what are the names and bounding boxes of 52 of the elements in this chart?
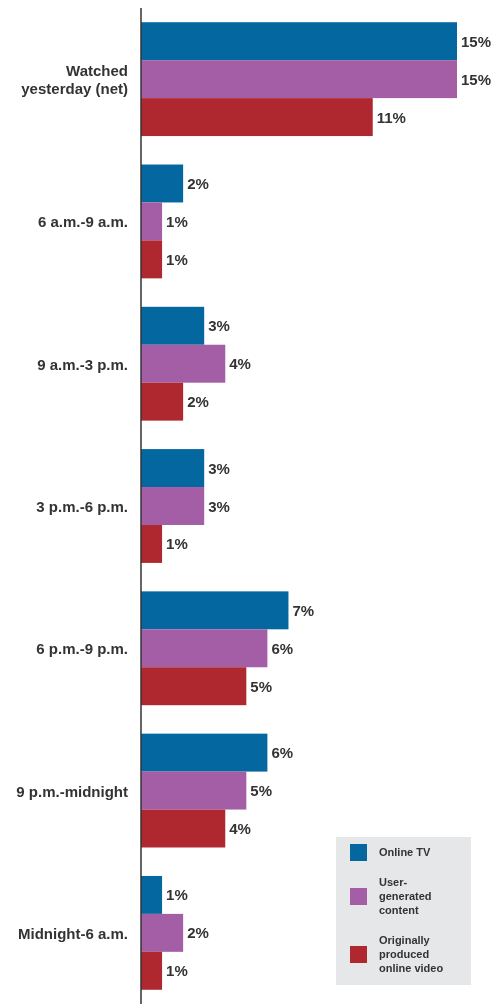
y-tick-label: Midnight-6 a.m. [18,924,128,942]
data-label: 4% [229,355,251,373]
data-label: 1% [166,886,188,904]
data-label: 5% [250,677,273,695]
data-label: 15% [461,32,492,50]
y-tick-label: 6 p.m.-9 p.m. [36,639,128,657]
data-label: 1% [166,535,188,553]
bar [141,344,226,383]
bar [141,60,457,99]
data-label: 2% [187,393,209,411]
y-tick-label: Watched yesterday (net) [21,61,128,97]
data-label: 2% [187,924,209,942]
bar [141,449,205,488]
y-tick-label: 9 a.m.-3 p.m. [37,355,128,373]
data-label: 3% [208,497,230,515]
y-tick-label: 6 a.m.-9 a.m. [37,212,128,230]
bar [141,202,163,241]
bar [141,98,373,137]
data-label: 1% [166,212,188,230]
data-label: 1% [166,250,188,268]
bar [141,951,163,990]
bar [141,164,184,203]
bar [141,524,163,563]
legend-label: Online TV [379,846,431,858]
data-label: 5% [250,782,273,800]
bar [141,875,163,914]
y-tick-label: 3 p.m.-6 p.m. [36,497,128,515]
data-label: 3% [208,317,230,335]
data-label: 11% [376,108,406,126]
bar [141,240,163,279]
data-label: 6% [271,744,294,762]
data-label: 2% [187,174,209,192]
bar [141,733,268,772]
bar [141,667,247,706]
bar [141,771,247,810]
bar [141,809,226,848]
bar [141,22,457,61]
legend-label: Originally produced online video [379,934,444,974]
bar [141,382,184,421]
bar [141,913,184,952]
y-tick-label: 9 p.m.-midnight [16,782,128,800]
data-label: 6% [271,639,294,657]
data-label: 3% [208,459,230,477]
data-label: 7% [292,601,315,619]
data-label: 4% [229,820,251,838]
data-label: 15% [461,70,492,88]
legend-label: User-generated content [379,876,432,916]
data-label: 1% [166,962,188,980]
bar [141,629,268,668]
bar [141,487,205,525]
bar [141,591,289,630]
bar [141,306,205,345]
